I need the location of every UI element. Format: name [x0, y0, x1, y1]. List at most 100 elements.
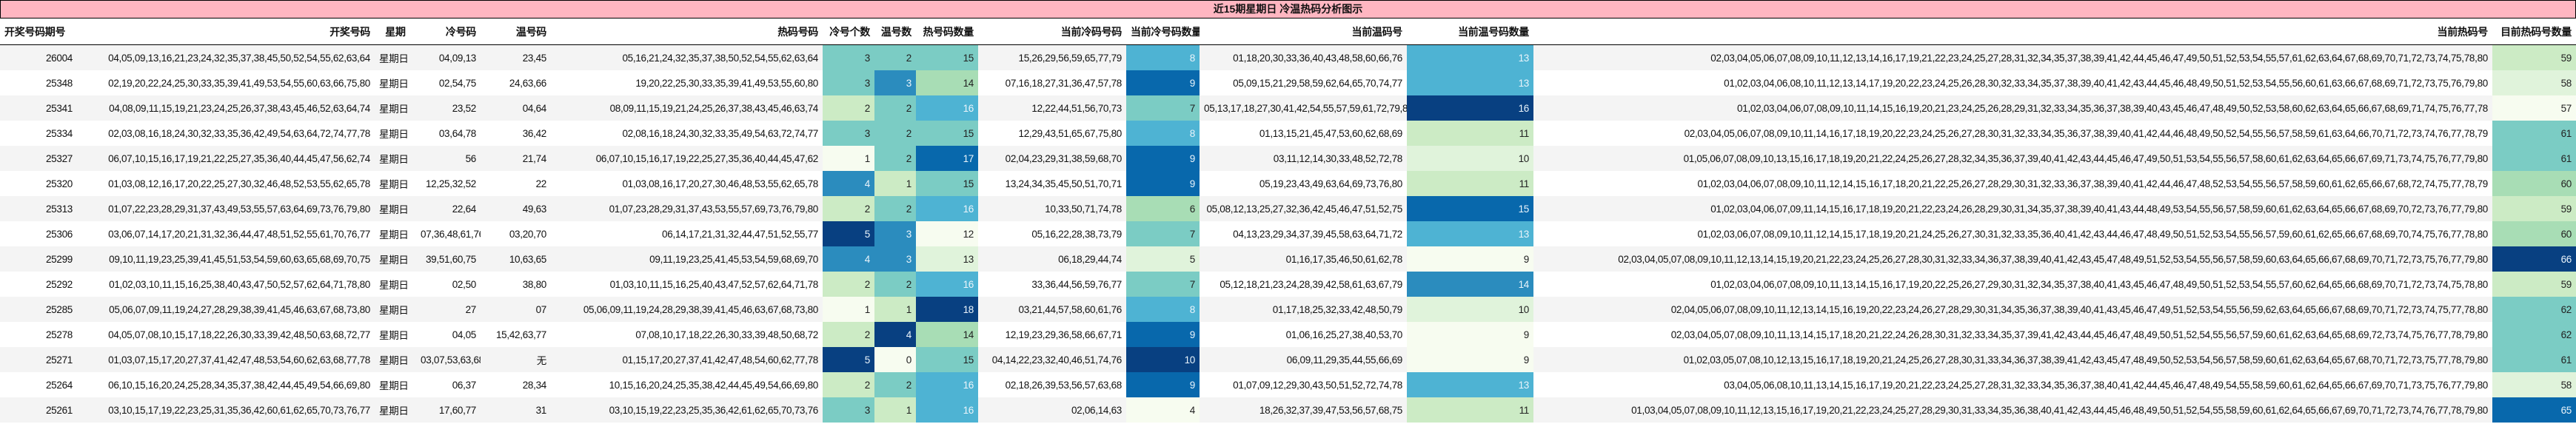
table-row[interactable]: 25320 01,03,08,12,16,17,20,22,25,27,30,32… — [0, 171, 2576, 196]
current-hot-cell: 01,05,06,07,08,09,10,13,15,16,17,18,19,2… — [1533, 146, 2492, 171]
current-cold-cell: 03,21,44,57,58,60,61,76 — [978, 297, 1126, 322]
current-hot-cell: 02,03,04,05,06,07,08,09,10,11,12,13,14,1… — [1533, 44, 2492, 70]
draw-numbers-cell: 03,06,07,14,17,20,21,31,32,36,44,47,48,5… — [77, 221, 375, 246]
current-warm-count-cell: 9 — [1407, 246, 1533, 272]
col-header-weekday[interactable]: 星期 — [375, 18, 416, 45]
table-row[interactable]: 26004 04,05,09,13,16,21,23,24,32,35,37,38… — [0, 44, 2576, 70]
col-header-cold-count[interactable]: 冷号个数 — [823, 18, 874, 45]
table-row[interactable]: 25292 01,02,03,10,11,15,16,25,38,40,43,47… — [0, 272, 2576, 297]
current-warm-count-cell: 14 — [1407, 272, 1533, 297]
warm-count-cell: 2 — [874, 196, 916, 221]
table-row[interactable]: 25327 06,07,10,15,16,17,19,21,22,25,27,35… — [0, 146, 2576, 171]
current-cold-count-cell: 5 — [1126, 246, 1200, 272]
table-row[interactable]: 25271 01,03,07,15,17,20,27,37,41,42,47,48… — [0, 347, 2576, 372]
warm-count-cell: 0 — [874, 347, 916, 372]
page-title: 近15期星期日 冷温热码分析图示 — [0, 0, 2576, 18]
weekday-cell: 星期日 — [375, 70, 416, 95]
current-cold-cell: 33,36,44,56,59,76,77 — [978, 272, 1126, 297]
hot-count-cell: 16 — [916, 272, 978, 297]
col-header-current-cold[interactable]: 当前冷码号码 — [978, 18, 1126, 45]
current-cold-count-cell: 8 — [1126, 44, 1200, 70]
warm-count-cell: 4 — [874, 322, 916, 347]
col-header-current-warm[interactable]: 当前温码号 — [1200, 18, 1407, 45]
table-row[interactable]: 25264 06,10,15,16,20,24,25,28,34,35,37,38… — [0, 372, 2576, 397]
issue-cell: 25261 — [0, 397, 77, 423]
table-row[interactable]: 25348 02,19,20,22,24,25,30,33,35,39,41,49… — [0, 70, 2576, 95]
warm-count-cell: 3 — [874, 221, 916, 246]
draw-numbers-cell: 03,10,15,17,19,22,23,25,31,35,36,42,60,6… — [77, 397, 375, 423]
current-cold-cell: 10,33,50,71,74,78 — [978, 196, 1126, 221]
current-warm-cell: 06,09,11,29,35,44,55,66,69 — [1200, 347, 1407, 372]
current-warm-cell: 05,19,23,43,49,63,64,69,73,76,80 — [1200, 171, 1407, 196]
current-hot-cell: 01,03,04,05,07,08,09,10,11,12,13,15,16,1… — [1533, 397, 2492, 423]
col-header-current-hot-count[interactable]: 目前热码号数量 — [2492, 18, 2576, 45]
warm-count-cell: 2 — [874, 272, 916, 297]
cold-count-cell: 3 — [823, 44, 874, 70]
hot-numbers-cell: 05,06,09,11,19,24,28,29,38,39,41,45,46,6… — [551, 297, 823, 322]
current-warm-cell: 05,08,12,13,25,27,32,36,42,45,46,47,51,5… — [1200, 196, 1407, 221]
table-row[interactable]: 25285 05,06,07,09,11,19,24,27,28,29,38,39… — [0, 297, 2576, 322]
table-row[interactable]: 25299 09,10,11,19,23,25,39,41,45,51,53,54… — [0, 246, 2576, 272]
table-row[interactable]: 25306 03,06,07,14,17,20,21,31,32,36,44,47… — [0, 221, 2576, 246]
hot-numbers-cell: 06,14,17,21,31,32,44,47,51,52,55,77 — [551, 221, 823, 246]
warm-numbers-cell: 38,80 — [481, 272, 551, 297]
current-warm-count-cell: 13 — [1407, 70, 1533, 95]
current-cold-cell: 12,22,44,51,56,70,73 — [978, 95, 1126, 121]
col-header-draw[interactable]: 开奖号码 — [77, 18, 375, 45]
table-row[interactable]: 25334 02,03,08,16,18,24,30,32,33,35,36,42… — [0, 121, 2576, 146]
weekday-cell: 星期日 — [375, 347, 416, 372]
col-header-current-cold-count[interactable]: 当前冷号码数量 — [1126, 18, 1200, 45]
current-cold-count-cell: 8 — [1126, 297, 1200, 322]
current-hot-count-cell: 62 — [2492, 322, 2576, 347]
current-cold-count-cell: 7 — [1126, 272, 1200, 297]
issue-cell: 25334 — [0, 121, 77, 146]
cold-numbers-cell: 22,64 — [416, 196, 481, 221]
col-header-hot[interactable]: 热码号码 — [551, 18, 823, 45]
current-hot-cell: 01,02,03,06,07,08,09,10,11,12,14,15,17,1… — [1533, 221, 2492, 246]
warm-numbers-cell: 28,34 — [481, 372, 551, 397]
current-hot-count-cell: 59 — [2492, 272, 2576, 297]
table-row[interactable]: 25278 04,05,07,08,10,15,17,18,22,26,30,33… — [0, 322, 2576, 347]
current-warm-cell: 05,12,18,21,23,24,28,39,42,58,61,63,67,7… — [1200, 272, 1407, 297]
draw-numbers-cell: 02,19,20,22,24,25,30,33,35,39,41,49,53,5… — [77, 70, 375, 95]
current-warm-cell: 05,09,15,21,29,58,59,62,64,65,70,74,77 — [1200, 70, 1407, 95]
draw-numbers-cell: 02,03,08,16,18,24,30,32,33,35,36,42,49,5… — [77, 121, 375, 146]
weekday-cell: 星期日 — [375, 44, 416, 70]
cold-count-cell: 3 — [823, 397, 874, 423]
col-header-warm[interactable]: 温号码 — [481, 18, 551, 45]
table-row[interactable]: 25341 04,08,09,11,15,19,21,23,24,25,26,37… — [0, 95, 2576, 121]
current-cold-cell: 12,19,23,29,36,58,66,67,71 — [978, 322, 1126, 347]
warm-numbers-cell: 24,63,66 — [481, 70, 551, 95]
current-hot-count-cell: 60 — [2492, 221, 2576, 246]
hot-numbers-cell: 10,15,16,20,24,25,35,38,42,44,45,49,54,6… — [551, 372, 823, 397]
current-warm-cell: 01,17,18,25,32,33,42,48,50,79 — [1200, 297, 1407, 322]
col-header-current-hot[interactable]: 当前热码号 — [1533, 18, 2492, 45]
col-header-warm-count[interactable]: 温号数 — [874, 18, 916, 45]
weekday-cell: 星期日 — [375, 146, 416, 171]
hot-count-cell: 16 — [916, 397, 978, 423]
col-header-current-warm-count[interactable]: 当前温号码数量 — [1407, 18, 1533, 45]
cold-count-cell: 1 — [823, 146, 874, 171]
warm-numbers-cell: 15,42,63,77 — [481, 322, 551, 347]
table-row[interactable]: 25261 03,10,15,17,19,22,23,25,31,35,36,42… — [0, 397, 2576, 423]
current-warm-cell: 01,13,15,21,45,47,53,60,62,68,69 — [1200, 121, 1407, 146]
weekday-cell: 星期日 — [375, 121, 416, 146]
col-header-hot-count[interactable]: 热号码数量 — [916, 18, 978, 45]
weekday-cell: 星期日 — [375, 397, 416, 423]
warm-count-cell: 2 — [874, 44, 916, 70]
current-warm-count-cell: 11 — [1407, 171, 1533, 196]
col-header-cold[interactable]: 冷号码 — [416, 18, 481, 45]
cold-count-cell: 1 — [823, 297, 874, 322]
current-cold-count-cell: 10 — [1126, 347, 1200, 372]
cold-numbers-cell: 04,09,13 — [416, 44, 481, 70]
draw-numbers-cell: 01,07,22,23,28,29,31,37,43,49,53,55,57,6… — [77, 196, 375, 221]
current-hot-count-cell: 65 — [2492, 397, 2576, 423]
table-row[interactable]: 25313 01,07,22,23,28,29,31,37,43,49,53,55… — [0, 196, 2576, 221]
current-warm-count-cell: 9 — [1407, 322, 1533, 347]
col-header-issue[interactable]: 开奖号码期号 — [0, 18, 77, 45]
warm-numbers-cell: 21,74 — [481, 146, 551, 171]
draw-numbers-cell: 01,03,08,12,16,17,20,22,25,27,30,32,46,4… — [77, 171, 375, 196]
cold-numbers-cell: 03,64,78 — [416, 121, 481, 146]
hot-count-cell: 13 — [916, 246, 978, 272]
warm-count-cell: 2 — [874, 95, 916, 121]
